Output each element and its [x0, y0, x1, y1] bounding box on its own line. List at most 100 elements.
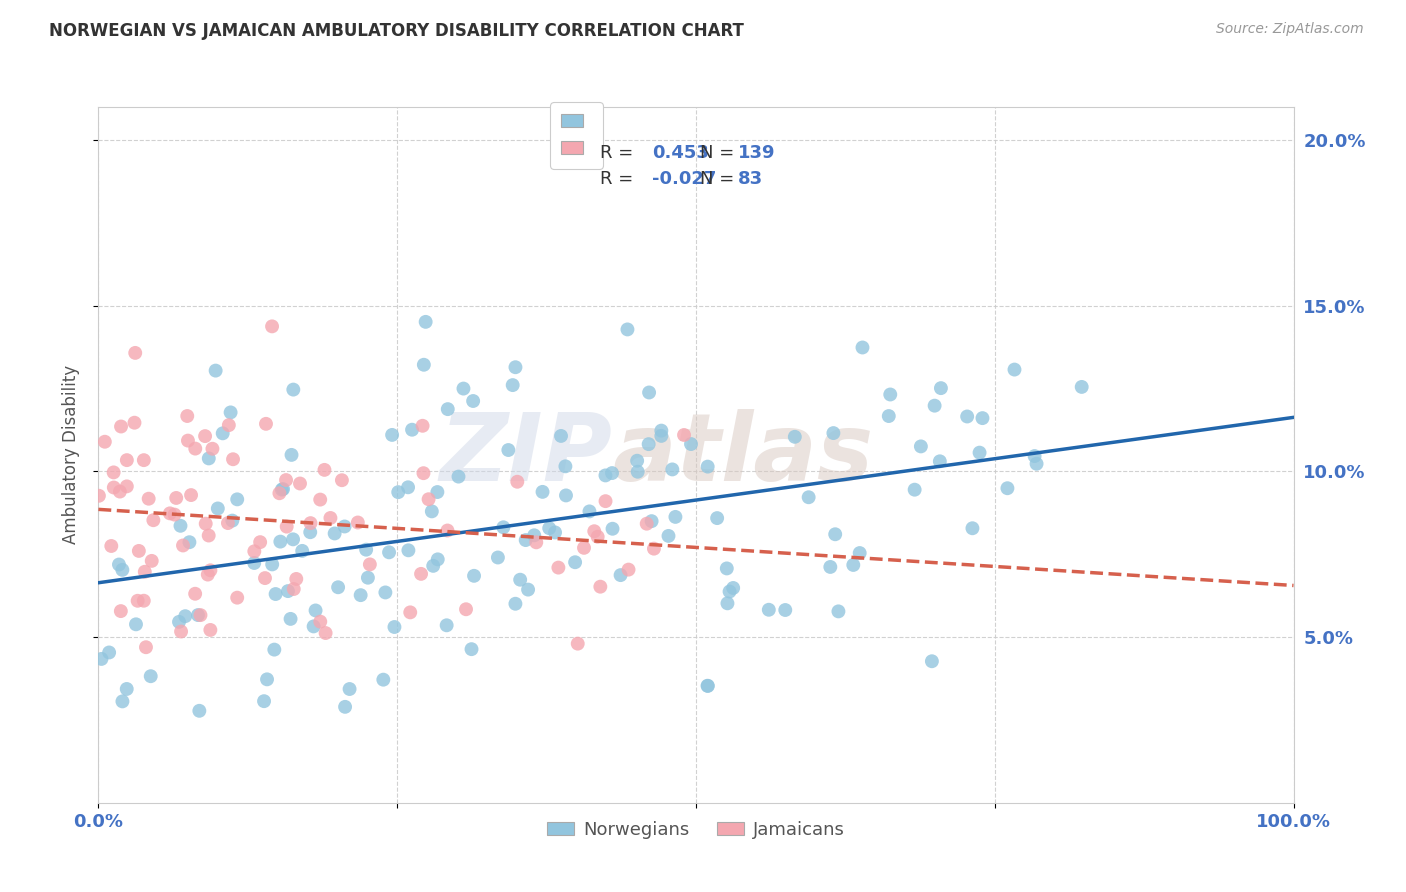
Point	[910, 439, 932, 453]
Point	[165, 491, 187, 505]
Point	[269, 534, 291, 549]
Point	[127, 594, 149, 608]
Point	[502, 378, 524, 392]
Point	[280, 448, 302, 462]
Point	[1024, 449, 1046, 463]
Point	[217, 516, 239, 530]
Point	[696, 679, 718, 693]
Point	[523, 528, 546, 542]
Point	[515, 533, 537, 547]
Point	[851, 341, 873, 355]
Point	[262, 319, 284, 334]
Point	[115, 453, 138, 467]
Point	[564, 555, 586, 569]
Point	[253, 571, 276, 585]
Point	[664, 509, 686, 524]
Point	[412, 358, 434, 372]
Point	[412, 466, 434, 480]
Point	[172, 539, 194, 553]
Point	[190, 608, 212, 623]
Point	[626, 454, 648, 468]
Point	[426, 485, 449, 500]
Point	[824, 527, 846, 541]
Text: N =: N =	[700, 144, 740, 162]
Point	[141, 554, 163, 568]
Point	[783, 430, 806, 444]
Point	[283, 383, 305, 397]
Point	[187, 608, 209, 623]
Point	[256, 673, 278, 687]
Point	[384, 620, 406, 634]
Text: R =: R =	[600, 169, 640, 187]
Point	[928, 454, 950, 468]
Point	[396, 543, 419, 558]
Point	[463, 569, 485, 583]
Point	[291, 544, 314, 558]
Point	[243, 544, 266, 558]
Point	[661, 462, 683, 476]
Point	[538, 521, 561, 535]
Point	[721, 581, 744, 595]
Point	[125, 617, 148, 632]
Point	[100, 539, 122, 553]
Point	[184, 587, 207, 601]
Point	[696, 679, 718, 693]
Point	[583, 524, 606, 539]
Point	[110, 604, 132, 618]
Point	[197, 528, 219, 542]
Point	[176, 409, 198, 423]
Point	[602, 522, 624, 536]
Point	[274, 473, 297, 487]
Point	[94, 434, 117, 449]
Point	[270, 483, 292, 497]
Text: N =: N =	[700, 169, 740, 187]
Text: -0.027: -0.027	[652, 169, 716, 187]
Legend: Norwegians, Jamaicans: Norwegians, Jamaicans	[540, 814, 852, 846]
Text: 0.453: 0.453	[652, 144, 709, 162]
Point	[163, 508, 186, 522]
Point	[309, 492, 332, 507]
Point	[111, 694, 134, 708]
Point	[90, 652, 112, 666]
Point	[412, 418, 434, 433]
Point	[323, 526, 346, 541]
Point	[315, 626, 337, 640]
Point	[627, 465, 650, 479]
Point	[616, 322, 638, 336]
Point	[544, 525, 567, 540]
Point	[418, 492, 440, 507]
Point	[218, 418, 240, 433]
Point	[134, 565, 156, 579]
Point	[197, 451, 219, 466]
Point	[197, 567, 219, 582]
Point	[167, 615, 190, 629]
Point	[277, 584, 299, 599]
Point	[302, 619, 325, 633]
Point	[159, 507, 181, 521]
Point	[132, 453, 155, 467]
Point	[531, 484, 554, 499]
Point	[636, 516, 658, 531]
Point	[554, 459, 576, 474]
Point	[124, 346, 146, 360]
Point	[184, 442, 207, 456]
Point	[498, 443, 520, 458]
Point	[350, 588, 373, 602]
Point	[453, 382, 475, 396]
Point	[194, 516, 217, 531]
Text: ZIP: ZIP	[440, 409, 613, 501]
Point	[650, 424, 672, 438]
Point	[319, 511, 342, 525]
Point	[595, 468, 617, 483]
Point	[207, 501, 229, 516]
Point	[600, 466, 623, 480]
Point	[550, 429, 572, 443]
Point	[679, 437, 702, 451]
Point	[399, 606, 422, 620]
Point	[505, 597, 527, 611]
Point	[135, 640, 157, 655]
Point	[103, 466, 125, 480]
Point	[436, 524, 458, 538]
Point	[354, 542, 377, 557]
Point	[638, 385, 661, 400]
